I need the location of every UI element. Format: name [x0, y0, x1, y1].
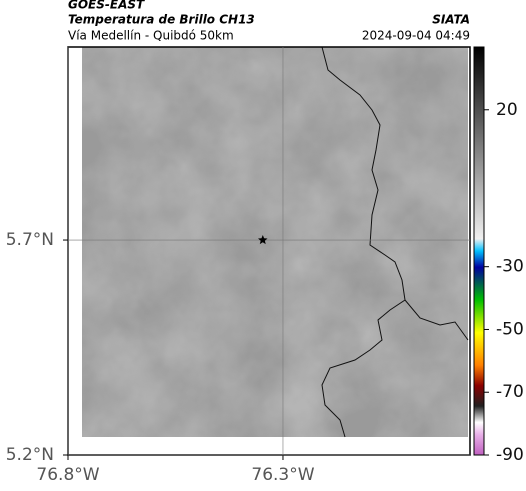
y-tick-label: 5.2°N [6, 445, 54, 465]
colorbar-label: -50 [496, 319, 524, 339]
satellite-image [82, 46, 469, 438]
colorbar-label: 20 [496, 100, 518, 120]
location-marker [258, 235, 268, 245]
x-tick-label: 76.3°W [251, 465, 314, 485]
brand: SIATA [432, 13, 470, 27]
subtitle: Vía Medellín - Quibdó 50km [68, 29, 234, 43]
source: GOES-EAST [68, 0, 145, 12]
y-tick-label: 5.7°N [6, 230, 54, 250]
x-tick-label: 76.8°W [36, 465, 99, 485]
colorbar-label: -90 [496, 445, 524, 465]
colorbar [473, 46, 485, 456]
datetime: 2024-09-04 04:49 [362, 29, 470, 43]
title: Temperatura de Brillo CH13 [68, 13, 255, 27]
colorbar-label: -30 [496, 257, 524, 277]
colorbar-label: -70 [496, 382, 524, 402]
